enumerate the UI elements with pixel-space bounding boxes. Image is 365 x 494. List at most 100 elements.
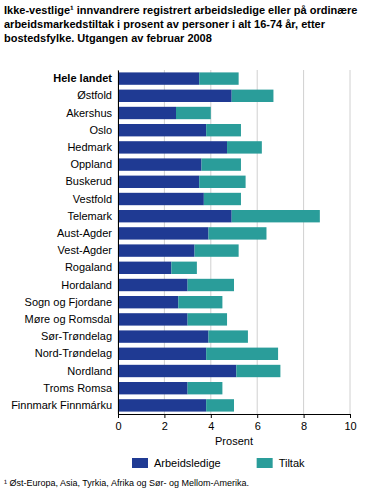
bar [206,124,241,136]
tick: Troms Romsa [43,382,118,394]
category-label: Sør-Trøndelag [41,330,112,342]
bar [118,348,206,360]
grid [118,70,350,414]
category-label: Troms Romsa [43,382,113,394]
bar [118,227,208,239]
bar [118,382,188,394]
category-label: Oppland [70,158,112,170]
category-label: Hordaland [61,279,112,291]
tick: 8 [301,414,307,432]
title: Ikke-vestlige¹ innvandrere registrert ar… [4,4,357,44]
bar [118,124,206,136]
tick-label: 4 [208,420,214,432]
bar [236,365,280,377]
tick: Vest-Agder [58,244,118,256]
bar [208,227,266,239]
tick: Oppland [70,158,118,170]
axis-line [118,71,119,415]
footnote: ¹ Øst-Europa, Asia, Tyrkia, Afrika og Sø… [4,478,249,488]
bar [232,210,320,222]
legend-swatch [257,458,273,468]
bar [118,365,236,377]
category-label: Østfold [77,89,112,101]
category-label: Vest-Agder [58,244,113,256]
category-label: Nord-Trøndelag [35,347,112,359]
bar [118,107,176,119]
tick: Møre og Romsdal [25,313,118,325]
tick: Hordaland [61,279,118,291]
tick: 10 [344,414,356,432]
tick: Østfold [77,89,118,101]
series [118,72,236,411]
y-axis: Hele landet Østfold Akershus Oslo Hedmark Opp… [11,71,118,415]
bar [202,158,241,170]
grid-line [303,70,304,414]
bar [118,296,178,308]
category-label: Telemark [67,210,112,222]
tick: Hedmark [67,141,118,153]
tick: 4 [208,414,214,432]
bar [118,193,204,205]
bar [206,348,278,360]
tick: 0 [115,414,121,432]
bar [171,262,197,274]
tick-label: 8 [301,420,307,432]
tick: Akershus [66,107,118,119]
tick: 6 [255,414,261,432]
bar [188,313,227,325]
tick-mark [350,414,351,418]
tick: Sør-Trøndelag [41,330,118,342]
series [171,72,319,411]
tick: Hele landet [53,72,118,84]
tick: Nord-Trøndelag [35,347,118,359]
bars [118,72,320,411]
tick: Sogn og Fjordane [25,296,118,308]
category-label: Akershus [66,107,112,119]
tick-label: 6 [255,420,261,432]
category-label: Vestfold [73,193,112,205]
bar [232,90,274,102]
grid-line [210,70,211,414]
category-label: Møre og Romsdal [25,313,112,325]
category-label: Aust-Agder [57,227,112,239]
category-label: Finnmark Finnmárku [11,399,112,411]
category-label: Rogaland [65,261,112,273]
category-label: Oslo [89,124,112,136]
tick-mark [164,414,165,418]
tick-mark [211,414,212,418]
bar [118,262,171,274]
grid-line [257,70,258,414]
tick: Telemark [67,210,118,222]
category-label: Hele landet [53,72,112,84]
bar [204,193,241,205]
legend-swatch [132,458,148,468]
tick: Finnmark Finnmárku [11,399,118,411]
bar [118,72,199,84]
bar [195,244,239,256]
bar [118,330,208,342]
tick-label: 10 [344,420,356,432]
tick-label: 2 [162,420,168,432]
axis-line [119,415,351,419]
bar [176,107,211,119]
bar [178,296,222,308]
tick: Nordland [67,365,118,377]
bar [118,210,232,222]
category-label: Hedmark [67,141,112,153]
bar [199,72,238,84]
x-axis: 0 2 4 6 8 10 [115,414,356,432]
tick-mark [118,414,119,418]
grid-line [118,70,119,414]
category-label: Buskerud [66,175,112,187]
legend-item: Tiltak [257,457,305,469]
category-label: Sogn og Fjordane [25,296,112,308]
bar [118,141,227,153]
tick: Rogaland [65,261,118,273]
legend: Arbeidsledige Tiltak [132,457,305,469]
legend-label: Arbeidsledige [154,457,221,469]
axis-title: Prosent [215,435,253,447]
legend-item: Arbeidsledige [132,457,221,469]
chart: Ikke-vestlige¹ innvandrere registrert ar… [0,0,365,494]
bar [199,176,245,188]
bar [118,279,188,291]
